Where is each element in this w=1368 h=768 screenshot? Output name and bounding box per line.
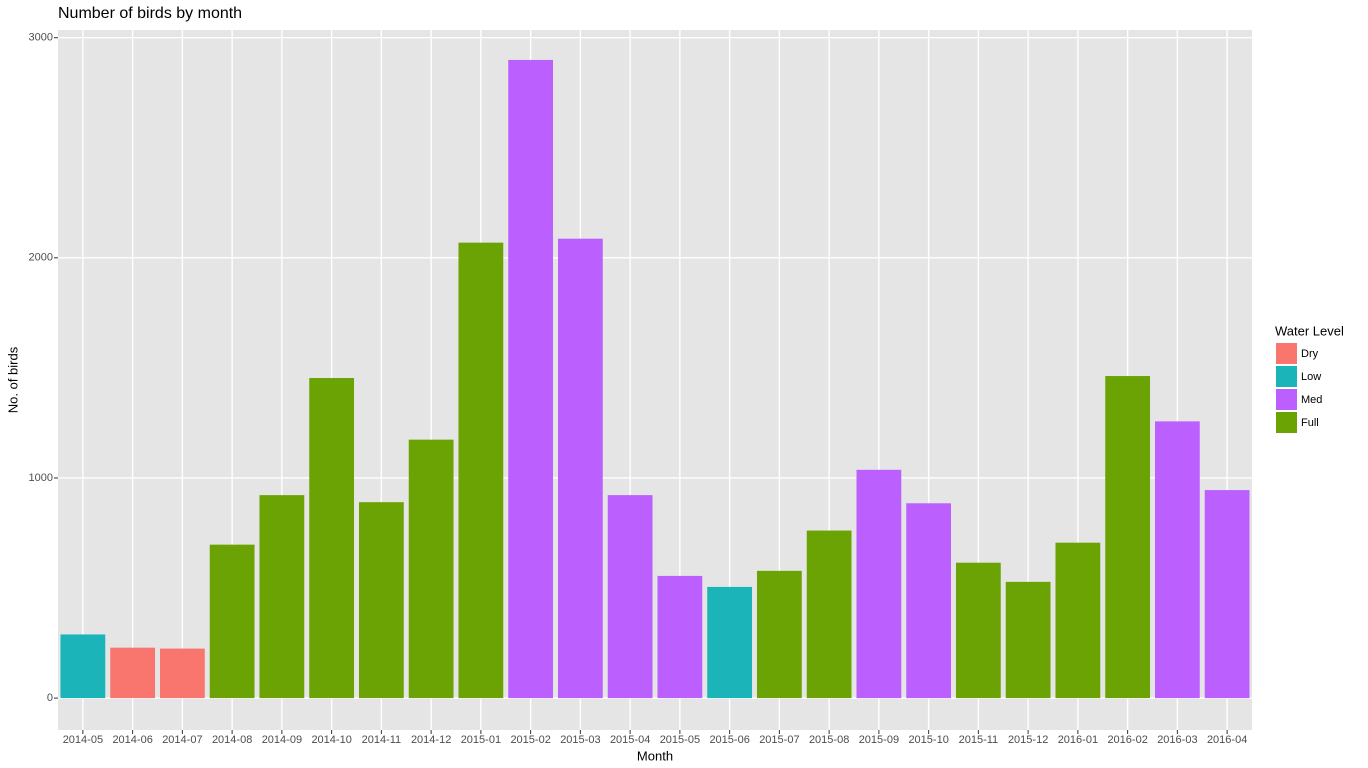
legend-title: Water Level [1275, 323, 1344, 338]
legend-key [1276, 389, 1297, 410]
bar [756, 570, 802, 699]
bar [1105, 376, 1151, 699]
x-tick-label: 2015-05 [660, 734, 700, 746]
x-axis-label: Month [637, 748, 673, 763]
legend-key [1276, 366, 1297, 387]
y-tick-label: 1000 [29, 472, 53, 484]
x-tick-label: 2015-10 [908, 734, 948, 746]
bar [209, 544, 255, 699]
legend-key [1276, 343, 1297, 364]
legend-key [1276, 412, 1297, 433]
bar [309, 378, 355, 699]
bar [1154, 421, 1200, 699]
x-tick-label: 2014-06 [112, 734, 152, 746]
bar [408, 439, 454, 699]
bar [60, 634, 106, 699]
bar [259, 495, 305, 699]
x-tick-label: 2015-09 [859, 734, 899, 746]
x-tick-label: 2014-05 [63, 734, 103, 746]
x-tick-label: 2015-12 [1008, 734, 1048, 746]
bar [806, 530, 852, 699]
legend-label: Full [1301, 417, 1319, 429]
bar [508, 59, 554, 699]
bar [607, 495, 653, 699]
y-tick-label: 0 [47, 692, 53, 704]
x-tick-label: 2014-12 [411, 734, 451, 746]
x-tick-label: 2015-03 [560, 734, 600, 746]
bar [1204, 490, 1250, 699]
y-axis-label: No. of birds [5, 346, 20, 413]
x-tick-label: 2016-04 [1207, 734, 1247, 746]
x-tick-label: 2015-11 [959, 734, 999, 746]
bar [358, 502, 404, 699]
x-tick-label: 2014-10 [311, 734, 351, 746]
x-tick-label: 2015-04 [610, 734, 650, 746]
x-tick-label: 2015-02 [510, 734, 550, 746]
bar [657, 575, 703, 699]
x-tick-label: 2016-03 [1157, 734, 1197, 746]
x-tick-label: 2015-01 [461, 734, 501, 746]
x-tick-label: 2014-08 [212, 734, 252, 746]
y-tick-label: 2000 [29, 252, 53, 264]
legend-label: Dry [1301, 348, 1319, 360]
y-tick-label: 3000 [29, 32, 53, 44]
bar [1055, 542, 1101, 699]
legend-label: Med [1301, 394, 1322, 406]
x-tick-label: 2014-11 [362, 734, 402, 746]
x-tick-label: 2014-09 [262, 734, 302, 746]
bar [159, 648, 205, 699]
bar [955, 562, 1001, 699]
bar [458, 242, 504, 699]
chart-title: Number of birds by month [58, 5, 242, 22]
bar [707, 586, 753, 699]
x-tick-label: 2016-01 [1058, 734, 1098, 746]
bar [557, 238, 603, 699]
x-tick-label: 2015-07 [759, 734, 799, 746]
plot-panel [58, 30, 1252, 730]
x-tick-label: 2016-02 [1107, 734, 1147, 746]
x-tick-label: 2015-08 [809, 734, 849, 746]
bar [1005, 581, 1051, 699]
x-tick-label: 2015-06 [709, 734, 749, 746]
legend-label: Low [1301, 371, 1321, 383]
x-tick-label: 2014-07 [162, 734, 202, 746]
bar [110, 647, 156, 699]
bar [856, 469, 902, 699]
bar [906, 503, 952, 699]
